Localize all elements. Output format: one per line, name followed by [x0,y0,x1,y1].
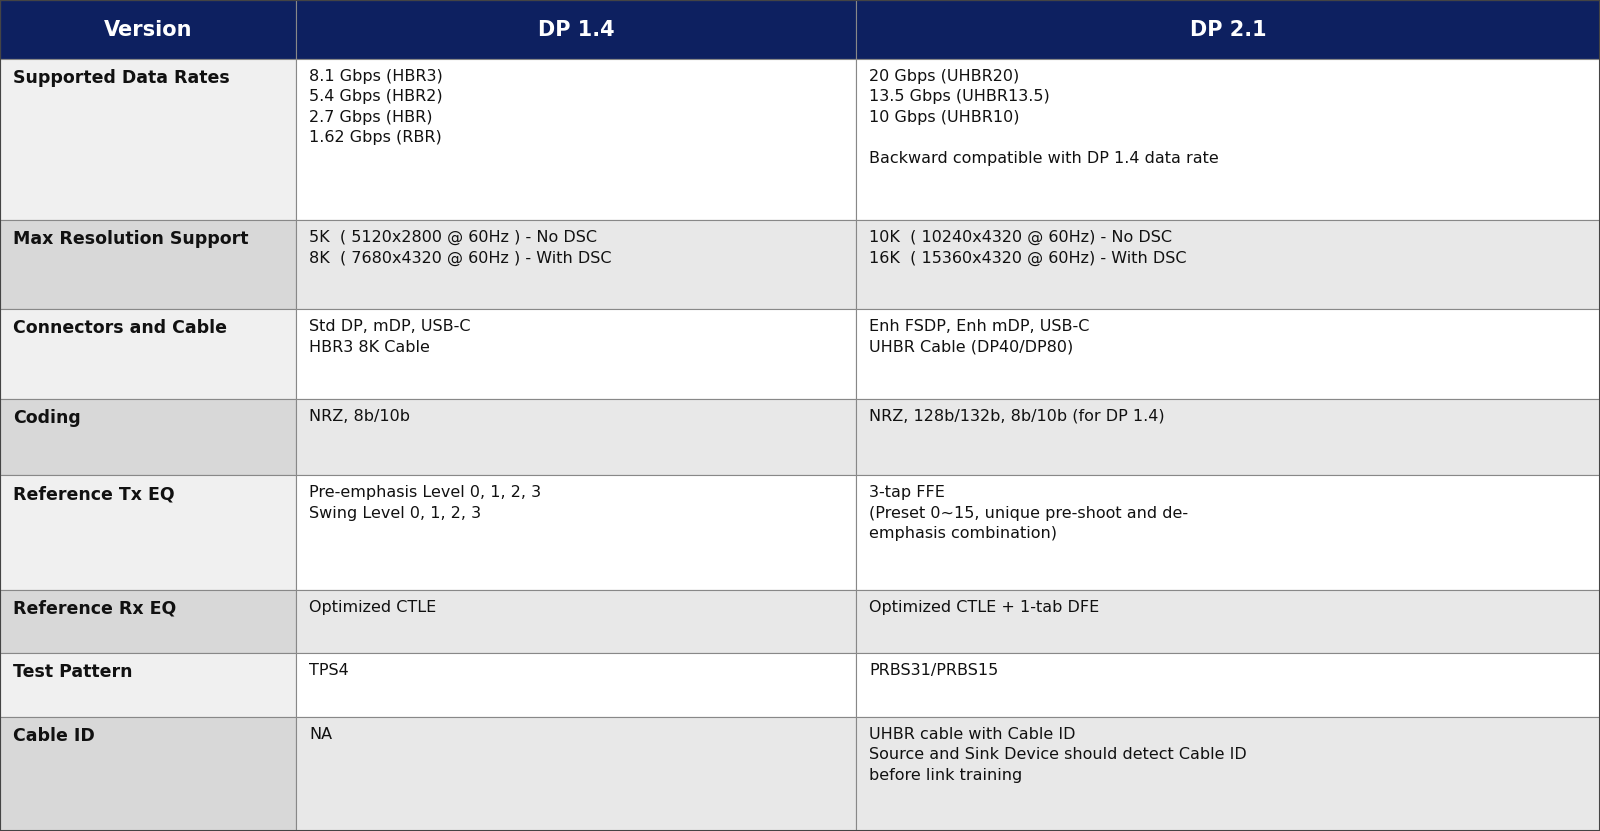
Bar [856,589,1600,653]
Bar [856,717,1600,831]
Text: PRBS31/PRBS15: PRBS31/PRBS15 [869,663,998,678]
Text: NRZ, 8b/10b: NRZ, 8b/10b [309,409,410,424]
Text: Test Pattern: Test Pattern [13,663,133,681]
Bar [296,589,856,653]
Bar [0,399,296,475]
Text: Version: Version [104,19,192,40]
Text: UHBR cable with Cable ID
Source and Sink Device should detect Cable ID
before li: UHBR cable with Cable ID Source and Sink… [869,727,1246,783]
Text: Reference Tx EQ: Reference Tx EQ [13,485,174,504]
Bar [856,653,1600,717]
Bar [856,59,1600,220]
Bar [296,309,856,399]
Bar [0,0,296,59]
Bar [856,0,1600,59]
Bar [0,717,296,831]
Bar [0,475,296,589]
Text: Optimized CTLE: Optimized CTLE [309,599,437,615]
Bar [296,399,856,475]
Bar [856,220,1600,309]
Text: Cable ID: Cable ID [13,727,94,745]
Bar [856,399,1600,475]
Bar [0,220,296,309]
Bar [296,717,856,831]
Text: Std DP, mDP, USB-C
HBR3 8K Cable: Std DP, mDP, USB-C HBR3 8K Cable [309,319,470,355]
Text: Coding: Coding [13,409,80,427]
Text: 8.1 Gbps (HBR3)
5.4 Gbps (HBR2)
2.7 Gbps (HBR)
1.62 Gbps (RBR): 8.1 Gbps (HBR3) 5.4 Gbps (HBR2) 2.7 Gbps… [309,69,443,145]
Text: Reference Rx EQ: Reference Rx EQ [13,599,176,617]
Bar [856,475,1600,589]
Bar [0,589,296,653]
Text: NRZ, 128b/132b, 8b/10b (for DP 1.4): NRZ, 128b/132b, 8b/10b (for DP 1.4) [869,409,1165,424]
Bar [296,59,856,220]
Text: DP 1.4: DP 1.4 [538,19,614,40]
Text: 20 Gbps (UHBR20)
13.5 Gbps (UHBR13.5)
10 Gbps (UHBR10)

Backward compatible with: 20 Gbps (UHBR20) 13.5 Gbps (UHBR13.5) 10… [869,69,1219,165]
Bar [856,309,1600,399]
Bar [0,653,296,717]
Text: TPS4: TPS4 [309,663,349,678]
Bar [0,309,296,399]
Text: 3-tap FFE
(Preset 0~15, unique pre-shoot and de-
emphasis combination): 3-tap FFE (Preset 0~15, unique pre-shoot… [869,485,1189,541]
Text: NA: NA [309,727,333,742]
Text: Optimized CTLE + 1-tab DFE: Optimized CTLE + 1-tab DFE [869,599,1099,615]
Text: Connectors and Cable: Connectors and Cable [13,319,227,337]
Text: 10K  ( 10240x4320 @ 60Hz) - No DSC
16K  ( 15360x4320 @ 60Hz) - With DSC: 10K ( 10240x4320 @ 60Hz) - No DSC 16K ( … [869,230,1187,266]
Text: Supported Data Rates: Supported Data Rates [13,69,230,87]
Bar [296,0,856,59]
Text: 5K  ( 5120x2800 @ 60Hz ) - No DSC
8K  ( 7680x4320 @ 60Hz ) - With DSC: 5K ( 5120x2800 @ 60Hz ) - No DSC 8K ( 76… [309,230,611,266]
Bar [296,475,856,589]
Text: Enh FSDP, Enh mDP, USB-C
UHBR Cable (DP40/DP80): Enh FSDP, Enh mDP, USB-C UHBR Cable (DP4… [869,319,1090,355]
Bar [296,220,856,309]
Text: Pre-emphasis Level 0, 1, 2, 3
Swing Level 0, 1, 2, 3: Pre-emphasis Level 0, 1, 2, 3 Swing Leve… [309,485,541,521]
Bar [296,653,856,717]
Bar [0,59,296,220]
Text: DP 2.1: DP 2.1 [1190,19,1266,40]
Text: Max Resolution Support: Max Resolution Support [13,230,248,248]
